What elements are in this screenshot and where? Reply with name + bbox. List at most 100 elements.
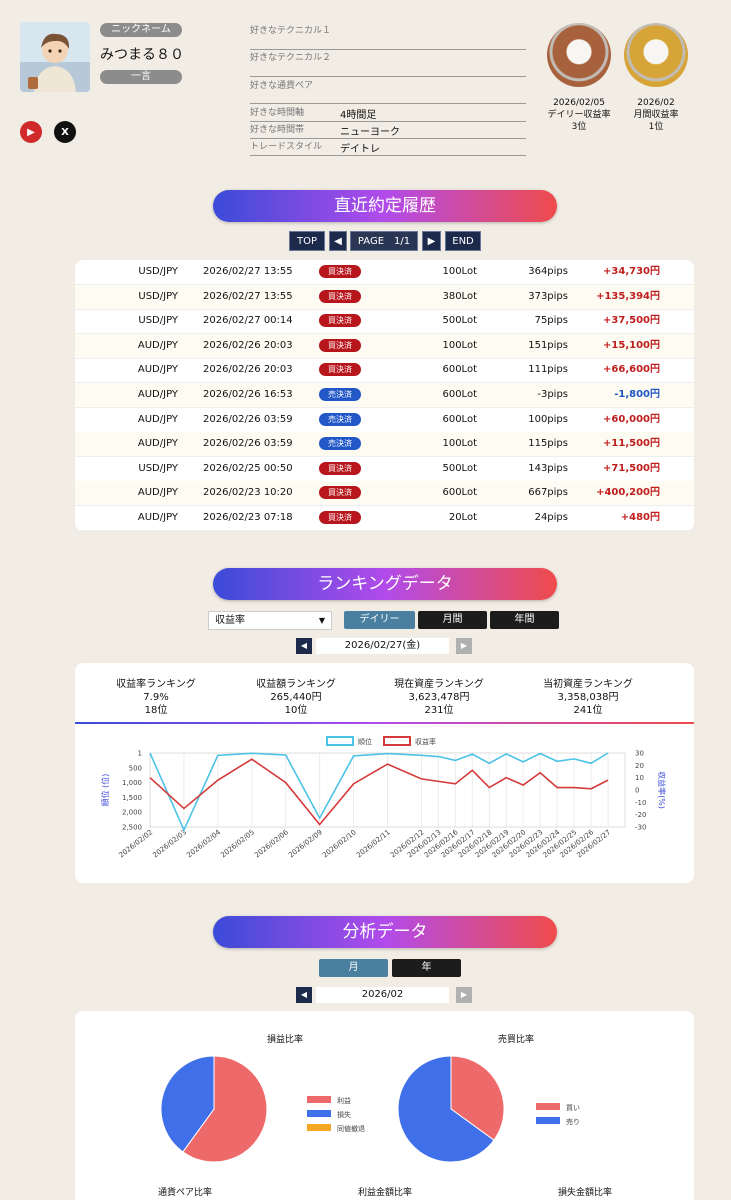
table-row: AUD/JPY 2026/02/26 03:59 売決済 600Lot 100pips +… bbox=[75, 408, 694, 433]
history-next-button[interactable]: ▶ bbox=[422, 231, 441, 251]
pie-title: 売買比率 bbox=[498, 1033, 534, 1045]
x-tick-label: 2026/02/05 bbox=[219, 828, 256, 859]
rank-value: 265,440円 bbox=[270, 692, 322, 703]
y-left-tick: 1 bbox=[138, 750, 142, 758]
analysis-date-next-button[interactable]: ▶ bbox=[456, 987, 472, 1003]
y-right-tick: -30 bbox=[635, 824, 646, 832]
history-cell-pips: 100pips bbox=[528, 413, 568, 425]
history-end-button[interactable]: END bbox=[445, 231, 481, 251]
x-tick-label: 2026/02/02 bbox=[118, 828, 155, 859]
y-right-tick: -10 bbox=[635, 799, 646, 807]
pie-legend-swatch bbox=[307, 1110, 331, 1117]
rank-position: 241位 bbox=[573, 705, 603, 716]
history-cell-lot: 600Lot bbox=[442, 389, 477, 400]
table-row: AUD/JPY 2026/02/26 20:03 買決済 600Lot 111pips +… bbox=[75, 358, 694, 384]
rank-value: 7.9% bbox=[143, 692, 169, 703]
y-right-tick: 30 bbox=[635, 750, 644, 758]
tab-monthly[interactable]: 月間 bbox=[418, 611, 487, 629]
history-page-indicator: PAGE 1/1 bbox=[350, 231, 418, 251]
history-cell-time: 2026/02/25 00:50 bbox=[203, 462, 293, 474]
history-prev-button[interactable]: ◀ bbox=[329, 231, 347, 251]
rank-rate-card: 収益率ランキング 7.9% 18位 bbox=[86, 678, 226, 717]
history-cell-pair: USD/JPY bbox=[138, 266, 178, 277]
history-cell-pl: +37,500円 bbox=[603, 315, 660, 327]
history-cell-type: 売決済 bbox=[319, 388, 361, 401]
y-left-tick: 500 bbox=[129, 764, 142, 772]
tab-daily[interactable]: デイリー bbox=[344, 611, 415, 629]
profile-row-value: 4時間足 bbox=[340, 110, 377, 121]
history-cell-pips: 115pips bbox=[528, 438, 568, 450]
history-cell-type: 買決済 bbox=[319, 511, 361, 524]
history-cell-pair: AUD/JPY bbox=[137, 364, 178, 376]
history-cell-pl: +66,600円 bbox=[603, 364, 660, 376]
history-cell-pl: +400,200円 bbox=[596, 487, 660, 499]
pie-legend-swatch bbox=[536, 1117, 560, 1124]
history-cell-pair: AUD/JPY bbox=[137, 389, 178, 400]
tab-month[interactable]: 月 bbox=[319, 959, 388, 977]
medal-daily-icon bbox=[547, 23, 611, 87]
history-cell-type: 買決済 bbox=[319, 363, 361, 377]
analysis-date-bar: ◀ 2026/02 ▶ bbox=[296, 987, 473, 1003]
medal-title: 月間収益率 bbox=[633, 110, 679, 120]
rank-title: 当初資産ランキング bbox=[543, 679, 633, 690]
history-cell-time: 2026/02/27 00:14 bbox=[203, 315, 293, 327]
history-cell-pl: +15,100円 bbox=[603, 339, 660, 351]
pie-legend-label: 売り bbox=[566, 1117, 580, 1126]
pie-legend-swatch bbox=[307, 1096, 331, 1103]
profile-row-style: トレードスタイル デイトレ bbox=[250, 139, 526, 156]
rank-title: 現在資産ランキング bbox=[394, 679, 484, 690]
y-left-tick: 2,500 bbox=[122, 824, 142, 832]
analysis-date-label: 2026/02 bbox=[316, 987, 449, 1003]
history-top-button[interactable]: TOP bbox=[289, 231, 325, 251]
history-cell-lot: 100Lot bbox=[442, 339, 477, 351]
table-row: USD/JPY 2026/02/27 13:55 買決済 380Lot 373pips +… bbox=[75, 284, 694, 310]
history-cell-pips: 111pips bbox=[528, 364, 568, 376]
table-row: AUD/JPY 2026/02/23 10:20 買決済 600Lot 667pips +… bbox=[75, 481, 694, 507]
x-icon[interactable]: X bbox=[54, 121, 76, 143]
rank-title: 収益率ランキング bbox=[116, 679, 196, 690]
history-cell-type: 買決済 bbox=[319, 265, 361, 278]
pie-legend-label: 同値撤退 bbox=[337, 1124, 365, 1133]
youtube-icon[interactable]: ▶ bbox=[20, 121, 42, 143]
currency-pair-ratio-title: 通貨ペア比率 bbox=[157, 1188, 212, 1198]
analysis-date-prev-button[interactable]: ◀ bbox=[296, 987, 312, 1003]
ranking-section-title: ランキングデータ bbox=[213, 568, 557, 600]
history-cell-type: 売決済 bbox=[319, 437, 361, 451]
history-cell-lot: 20Lot bbox=[448, 512, 477, 523]
chevron-down-icon: ▼ bbox=[318, 616, 325, 625]
history-cell-pair: USD/JPY bbox=[138, 462, 178, 474]
history-cell-lot: 600Lot bbox=[442, 413, 477, 425]
loss-amount-ratio-title: 損失金額比率 bbox=[557, 1188, 612, 1198]
profile-row-label: 好きなテクニカル１ bbox=[250, 26, 332, 36]
history-cell-pl: +34,730円 bbox=[603, 266, 660, 277]
history-cell-pl: +135,394円 bbox=[596, 290, 660, 302]
y-right-tick: 10 bbox=[635, 774, 644, 782]
history-cell-lot: 100Lot bbox=[442, 438, 477, 450]
pie-legend-swatch bbox=[536, 1103, 560, 1110]
tab-year[interactable]: 年 bbox=[392, 959, 461, 977]
y-left-label: 順位 (位) bbox=[100, 774, 110, 807]
rank-value: 3,623,478円 bbox=[408, 692, 470, 703]
history-cell-time: 2026/02/26 03:59 bbox=[203, 438, 293, 450]
analysis-section-title: 分析データ bbox=[213, 916, 557, 948]
ranking-metric-select[interactable]: 収益率 ▼ bbox=[208, 611, 332, 630]
ranking-date-next-button[interactable]: ▶ bbox=[456, 638, 472, 654]
pie-title: 損益比率 bbox=[267, 1033, 303, 1045]
profile-row-label: 好きな通貨ペア bbox=[250, 81, 314, 91]
ranking-date-prev-button[interactable]: ◀ bbox=[296, 638, 312, 654]
pie-slice bbox=[397, 1055, 495, 1163]
y-right-tick: 0 bbox=[635, 787, 639, 795]
rank-title: 収益額ランキング bbox=[256, 679, 336, 690]
pie-legend-label: 損失 bbox=[337, 1110, 351, 1119]
medal-title: デイリー収益率 bbox=[547, 110, 611, 120]
history-cell-pl: +71,500円 bbox=[603, 462, 660, 474]
history-cell-type: 買決済 bbox=[319, 289, 361, 303]
medal-date: 2026/02 bbox=[637, 98, 675, 108]
tab-yearly[interactable]: 年間 bbox=[490, 611, 559, 629]
history-cell-time: 2026/02/26 16:53 bbox=[203, 389, 293, 400]
medal-rank: 3位 bbox=[571, 122, 587, 132]
nickname-label: ニックネーム bbox=[100, 23, 182, 37]
table-row: AUD/JPY 2026/02/26 03:59 売決済 100Lot 115pips +… bbox=[75, 432, 694, 458]
history-cell-pips: 373pips bbox=[528, 290, 568, 302]
